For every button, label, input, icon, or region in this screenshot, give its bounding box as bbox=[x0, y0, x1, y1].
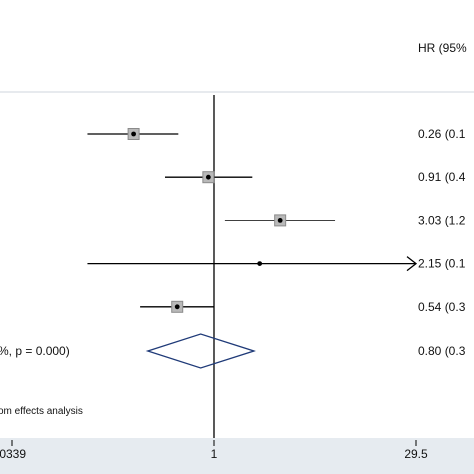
overall-hr-label: 0.80 (0.3 bbox=[418, 344, 466, 358]
hr-ci-label: 0.91 (0.4 bbox=[418, 170, 466, 184]
plot-marks bbox=[11, 95, 418, 446]
point-estimate bbox=[277, 218, 283, 223]
point-estimate bbox=[205, 174, 211, 180]
header-hr: HR (95% bbox=[418, 41, 467, 55]
hr-ci-label: 0.54 (0.3 bbox=[418, 300, 466, 314]
axis-tick-label: 1 bbox=[211, 447, 218, 461]
point-estimate bbox=[257, 261, 263, 266]
overall-heterogeneity-label: %, p = 0.000) bbox=[0, 344, 70, 358]
plot-labels: 0.26 (0.1 0.91 (0.4 3.03 (1.2 2.15 (0.1 0.54… bbox=[0, 127, 466, 461]
overall-diamond bbox=[145, 333, 256, 369]
ci-arrow bbox=[406, 256, 418, 272]
axis-tick-label: 29.5 bbox=[404, 447, 428, 461]
footer-band bbox=[0, 438, 474, 474]
hr-ci-label: 2.15 (0.1 bbox=[418, 257, 466, 271]
point-estimate bbox=[131, 131, 136, 137]
hr-ci-label: 0.26 (0.1 bbox=[418, 127, 466, 141]
hr-ci-label: 3.03 (1.2 bbox=[418, 213, 466, 227]
point-estimate bbox=[174, 304, 180, 310]
footnote: om effects analysis bbox=[0, 406, 83, 417]
axis-tick-label: .0339 bbox=[0, 447, 26, 461]
